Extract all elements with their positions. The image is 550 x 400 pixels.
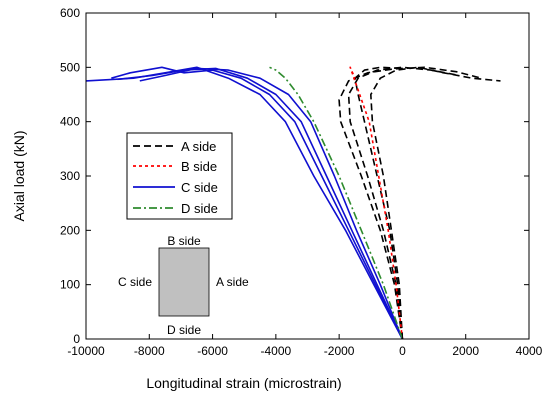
series-line-d-side bbox=[269, 66, 404, 340]
legend: A side B side C side D side bbox=[126, 132, 233, 220]
series-line-c-side bbox=[139, 67, 404, 340]
cross-section-rect bbox=[158, 247, 210, 317]
inset-label-left: C side bbox=[118, 275, 152, 289]
series-line-b-side bbox=[349, 66, 404, 340]
inset-label-top: B side bbox=[167, 234, 201, 248]
legend-label-c-side: C side bbox=[181, 180, 218, 195]
plot-frame bbox=[85, 12, 530, 340]
y-tick-label: 600 bbox=[60, 6, 80, 20]
series-line-a-side bbox=[370, 66, 501, 340]
y-tick-label: 300 bbox=[60, 169, 80, 183]
legend-label-a-side: A side bbox=[181, 139, 216, 154]
series-line-c-side bbox=[85, 66, 404, 340]
x-tick-label: -4000 bbox=[261, 344, 292, 358]
series-line-a-side bbox=[338, 66, 482, 340]
y-tick-label: 0 bbox=[73, 332, 80, 346]
x-tick-label: 0 bbox=[399, 344, 406, 358]
y-tick-label: 200 bbox=[60, 223, 80, 237]
x-tick-label: 2000 bbox=[452, 344, 479, 358]
x-tick-label: -6000 bbox=[197, 344, 228, 358]
inset-label-right: A side bbox=[216, 275, 249, 289]
legend-label-b-side: B side bbox=[181, 159, 217, 174]
x-tick-label: -10000 bbox=[67, 344, 105, 358]
cross-section-inset: B side C side A side D side bbox=[118, 234, 249, 337]
inset-label-bottom: D side bbox=[167, 323, 201, 337]
x-tick-label: -2000 bbox=[324, 344, 355, 358]
series-line-c-side bbox=[111, 66, 404, 340]
axis-ticks: -10000 -8000 -6000 -4000 -2000 0 2000 4000 0 100 2… bbox=[60, 6, 543, 358]
x-tick-label: 4000 bbox=[516, 344, 543, 358]
x-axis-title: Longitudinal strain (microstrain) bbox=[146, 375, 341, 391]
legend-label-d-side: D side bbox=[181, 201, 218, 216]
legend-box bbox=[126, 132, 233, 220]
y-tick-label: 400 bbox=[60, 115, 80, 129]
y-tick-label: 100 bbox=[60, 278, 80, 292]
plot-marks bbox=[85, 66, 501, 340]
y-tick-label: 500 bbox=[60, 60, 80, 74]
y-axis-title: Axial load (kN) bbox=[11, 130, 27, 221]
x-tick-label: -8000 bbox=[134, 344, 165, 358]
series-line-a-side bbox=[354, 66, 404, 340]
